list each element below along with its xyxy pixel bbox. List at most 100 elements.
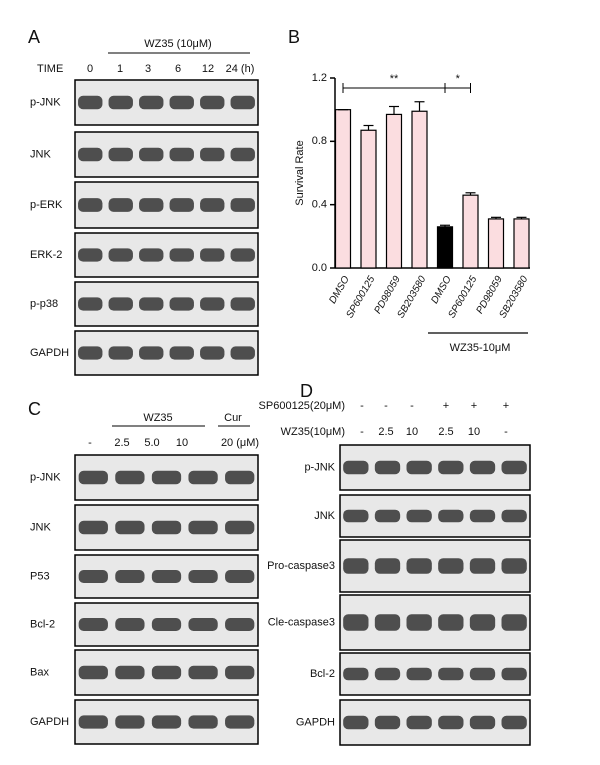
blot-band	[139, 95, 164, 110]
blot-band	[78, 198, 103, 212]
y-axis-label: Survival Rate	[294, 140, 306, 205]
blot-band	[78, 715, 108, 729]
row-label: ERK-2	[30, 249, 62, 261]
blot-band	[108, 346, 133, 360]
blot-band	[501, 558, 527, 574]
row-label: Bcl-2	[310, 668, 335, 680]
treatment-mark: -	[360, 400, 364, 412]
lane-label: 24 (h)	[226, 63, 255, 75]
blot-band	[374, 558, 401, 574]
blot-band	[108, 147, 133, 162]
x-tick-label: DMSO	[429, 274, 454, 306]
blot-band	[108, 198, 133, 212]
treatment-mark: +	[471, 400, 477, 412]
row-label: GAPDH	[30, 347, 69, 359]
bar	[334, 109, 352, 269]
blot-band	[139, 198, 164, 212]
blot-band	[188, 570, 218, 583]
bar	[513, 218, 530, 269]
blot-band	[469, 667, 496, 681]
blot-band	[115, 715, 145, 729]
blot-band	[501, 667, 527, 681]
sig-label: **	[390, 73, 399, 85]
blot-band	[469, 509, 496, 523]
blot-band	[78, 470, 108, 485]
blot-band	[188, 520, 218, 535]
blot-band	[406, 667, 432, 681]
blot-band	[406, 614, 432, 631]
blot-band	[151, 715, 182, 729]
blot-band	[343, 460, 369, 475]
blot-band	[406, 460, 432, 475]
treatment-label: SP600125(20μM)	[259, 400, 345, 412]
treatment-mark: -	[410, 400, 414, 412]
bar	[411, 110, 428, 269]
row-label: JNK	[30, 148, 51, 160]
blot-band	[139, 346, 164, 360]
blot-band	[188, 618, 218, 631]
blot-band	[78, 618, 108, 631]
row-label: Bcl-2	[30, 618, 55, 630]
blot-band	[78, 248, 103, 262]
bar	[360, 129, 377, 269]
blot-band	[225, 520, 255, 535]
blot-band	[151, 618, 182, 631]
lane-label: 6	[175, 63, 181, 75]
blot-band	[374, 460, 401, 475]
blot-band	[169, 147, 194, 162]
blot-band	[406, 509, 432, 523]
y-tick-label: 0.4	[312, 199, 327, 211]
blot-band	[501, 614, 527, 631]
bar	[487, 218, 505, 269]
blot-band	[230, 346, 255, 360]
row-label: GAPDH	[296, 716, 335, 728]
panel-label: B	[288, 27, 300, 47]
blot-band	[374, 614, 401, 631]
blot-band	[438, 667, 464, 681]
lane-label: 20 (μM)	[221, 437, 259, 449]
blot-band	[438, 715, 464, 730]
row-label: Pro-caspase3	[267, 560, 335, 572]
blot-band	[200, 248, 225, 262]
y-tick-label: 1.2	[312, 72, 327, 84]
blot-frame	[339, 539, 531, 593]
lane-label: 12	[202, 63, 214, 75]
blot-band	[501, 509, 527, 523]
blot-band	[115, 665, 145, 680]
blot-band	[151, 470, 182, 485]
sig-label: *	[456, 73, 461, 85]
blot-band	[115, 470, 145, 485]
blot-frame	[74, 79, 259, 126]
blot-band	[188, 715, 218, 729]
blot-band	[374, 667, 401, 681]
blot-band	[230, 297, 255, 311]
blot-band	[169, 297, 194, 311]
header: Cur	[224, 412, 242, 424]
blot-band	[469, 715, 496, 730]
panel-label: A	[28, 27, 40, 47]
blot-band	[469, 460, 496, 475]
bar	[462, 194, 479, 269]
blot-band	[501, 460, 527, 475]
blot-band	[374, 715, 401, 730]
blot-frame	[74, 232, 259, 278]
treatment-mark: 10	[468, 426, 480, 438]
lane-label: 2.5	[114, 437, 129, 449]
blot-band	[343, 715, 369, 730]
blot-band	[78, 346, 103, 360]
blot-frame	[339, 699, 531, 746]
treatment-mark: -	[360, 426, 364, 438]
treatment-mark: 2.5	[378, 426, 393, 438]
blot-band	[188, 470, 218, 485]
blot-band	[139, 147, 164, 162]
header: WZ35	[143, 412, 172, 424]
blot-band	[108, 248, 133, 262]
blot-band	[115, 520, 145, 535]
blot-band	[225, 665, 255, 680]
blot-band	[151, 570, 182, 583]
blot-frame	[339, 494, 531, 538]
blot-frame	[74, 181, 259, 229]
blot-band	[225, 470, 255, 485]
row-label: JNK	[314, 510, 335, 522]
lane-label: 5.0	[144, 437, 159, 449]
